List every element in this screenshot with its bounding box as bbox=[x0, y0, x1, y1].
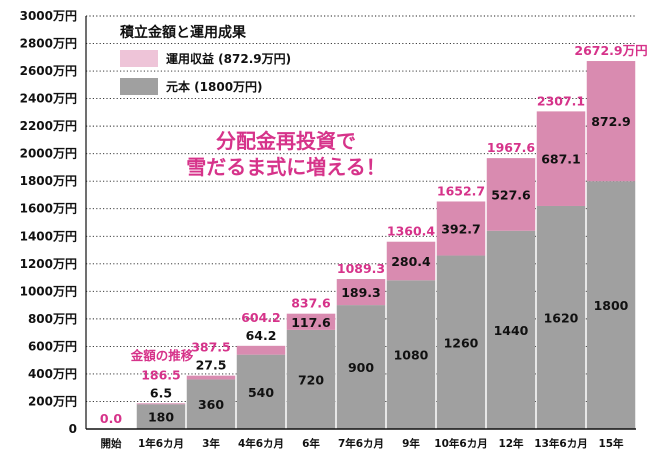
bar-principal bbox=[436, 255, 486, 429]
y-tick-label: 1200万円 bbox=[20, 257, 77, 271]
y-tick-label: 2000万円 bbox=[20, 147, 77, 161]
bar-label-total: 1360.4 bbox=[387, 224, 436, 239]
bar-label-principal: 1260 bbox=[444, 335, 479, 350]
bar-label-profit: 280.4 bbox=[391, 254, 431, 269]
bar-label-profit: 189.3 bbox=[341, 285, 381, 300]
bar-profit bbox=[186, 375, 236, 380]
callout-line-2: 雪だるま式に増える！ bbox=[186, 155, 385, 179]
bar-label-profit: 64.2 bbox=[246, 328, 277, 343]
x-tick-label: 4年6カ月 bbox=[238, 437, 284, 450]
bar-label-profit: 27.5 bbox=[196, 358, 227, 373]
bar-label-profit: 872.9 bbox=[591, 114, 631, 129]
bar-label-principal: 360 bbox=[198, 397, 224, 412]
y-tick-label: 0 bbox=[69, 422, 77, 436]
bar-principal bbox=[136, 404, 186, 429]
bar-principal bbox=[336, 305, 386, 429]
bar-label-principal: 1080 bbox=[394, 348, 429, 363]
x-tick-label: 開始 bbox=[101, 437, 122, 450]
bar-profit bbox=[286, 313, 336, 330]
bar-profit bbox=[486, 158, 536, 231]
trend-label: 金額の推移 bbox=[130, 348, 194, 363]
bar-label-total: 604.2 bbox=[241, 310, 281, 325]
callout: 分配金再投資で 雪だるま式に増える！ bbox=[186, 129, 385, 179]
bar-label-total: 2307.1 bbox=[537, 93, 585, 108]
y-tick-label: 1800万円 bbox=[20, 174, 77, 188]
bar-principal bbox=[586, 181, 636, 429]
bar-profit bbox=[236, 345, 286, 355]
bar-label-principal: 720 bbox=[298, 372, 324, 387]
x-tick-label: 7年6カ月 bbox=[338, 437, 384, 450]
bar-label-total: 1967.6 bbox=[487, 140, 536, 155]
x-tick-label: 1年6カ月 bbox=[138, 437, 184, 450]
bar-label-total: 1652.7 bbox=[437, 183, 485, 198]
bars bbox=[136, 61, 636, 429]
bar-label-total: 837.6 bbox=[291, 296, 331, 311]
y-tick-label: 200万円 bbox=[28, 394, 77, 408]
bar-labels: 0.0 180 6.5 186.5 360 27.5 387.5 540 64.2 604.2 72… bbox=[100, 43, 648, 426]
bar-label-profit: 527.6 bbox=[491, 187, 531, 202]
y-tick-label: 1000万円 bbox=[20, 284, 77, 298]
y-tick-label: 800万円 bbox=[28, 312, 77, 326]
bar-principal bbox=[186, 379, 236, 429]
x-tick-label: 6年 bbox=[302, 437, 320, 450]
x-tick-label: 12年 bbox=[498, 437, 524, 450]
callout-line-1: 分配金再投資で bbox=[216, 129, 356, 153]
bar-label-principal: 180 bbox=[148, 410, 174, 425]
y-tick-label: 400万円 bbox=[28, 367, 77, 381]
legend-label-principal: 元本 (1800万円) bbox=[166, 79, 263, 94]
y-tick-label: 1400万円 bbox=[20, 229, 77, 243]
legend-swatch-profit bbox=[120, 50, 158, 67]
x-axis: 開始 1年6カ月 3年 4年6カ月 6年 7年6カ月 9年 10年6カ月 12年 13年6カ月 15… bbox=[101, 437, 625, 450]
y-tick-label: 2200万円 bbox=[20, 119, 77, 133]
bar-profit bbox=[586, 61, 636, 182]
bar-label-profit: 392.7 bbox=[441, 222, 481, 237]
bar-label-total: 2672.9万円 bbox=[574, 43, 647, 58]
bar-label-total: 0.0 bbox=[100, 411, 122, 426]
bar-principal bbox=[536, 205, 586, 429]
bar-principal bbox=[236, 354, 286, 429]
y-tick-label: 2400万円 bbox=[20, 92, 77, 106]
y-axis: 0 200万円 400万円 600万円 800万円 1000万円 1200万円 1400万円 1… bbox=[20, 9, 636, 436]
bar-principal bbox=[486, 230, 536, 429]
bar-principal bbox=[286, 329, 336, 429]
legend: 積立金額と運用成果 運用収益 (872.9万円) 元本 (1800万円) bbox=[119, 24, 291, 95]
bar-profit bbox=[336, 279, 386, 306]
x-tick-label: 3年 bbox=[202, 437, 220, 450]
bar-label-principal: 1620 bbox=[544, 310, 579, 325]
bar-label-principal: 900 bbox=[348, 360, 374, 375]
bar-label-total: 1089.3 bbox=[337, 261, 385, 276]
bar-label-principal: 1440 bbox=[494, 323, 529, 338]
y-tick-label: 1600万円 bbox=[20, 202, 77, 216]
chart-title: 積立金額と運用成果 bbox=[119, 24, 247, 41]
y-tick-label: 3000万円 bbox=[20, 9, 77, 23]
bar-label-profit: 6.5 bbox=[150, 385, 172, 400]
bar-label-profit: 117.6 bbox=[291, 315, 331, 330]
y-tick-label: 600万円 bbox=[28, 339, 77, 353]
x-tick-label: 15年 bbox=[598, 437, 624, 450]
bar-label-principal: 540 bbox=[248, 385, 274, 400]
bar-profit bbox=[386, 241, 436, 281]
x-tick-label: 9年 bbox=[402, 437, 420, 450]
bar-profit bbox=[136, 403, 186, 405]
bar-label-total: 387.5 bbox=[191, 340, 231, 355]
bar-label-principal: 1800 bbox=[594, 298, 629, 313]
bar-label-total: 186.5 bbox=[141, 367, 181, 382]
y-tick-label: 2800万円 bbox=[20, 37, 77, 51]
y-tick-label: 2600万円 bbox=[20, 64, 77, 78]
bar-principal bbox=[386, 280, 436, 429]
legend-label-profit: 運用収益 (872.9万円) bbox=[166, 51, 291, 66]
x-tick-label: 13年6カ月 bbox=[534, 437, 587, 450]
x-tick-label: 10年6カ月 bbox=[434, 437, 487, 450]
bar-label-profit: 687.1 bbox=[541, 152, 581, 167]
bar-profit bbox=[536, 111, 586, 206]
legend-swatch-principal bbox=[120, 78, 158, 95]
bar-profit bbox=[436, 201, 486, 256]
